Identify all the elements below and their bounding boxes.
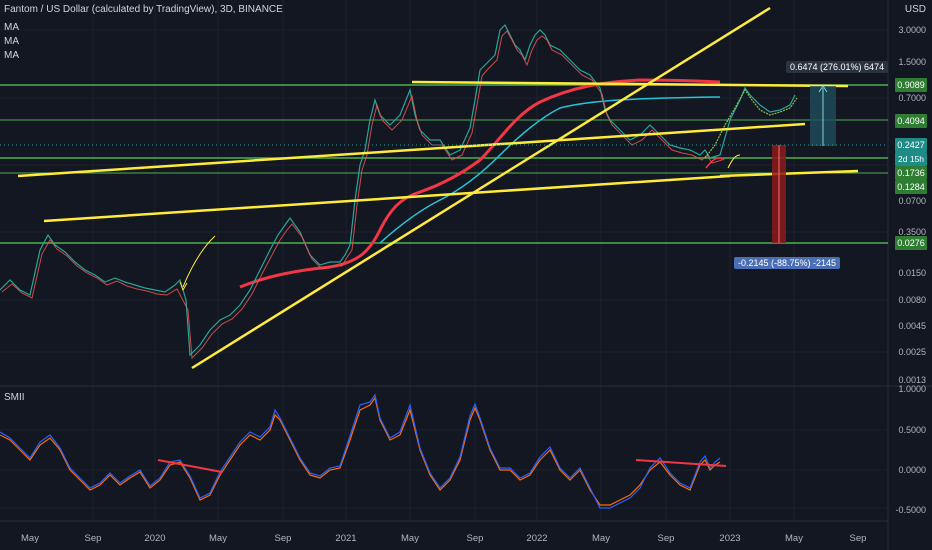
ma-teal-line [379, 96, 721, 244]
time-tick: May [592, 533, 610, 544]
time-tick: Sep [657, 533, 675, 544]
price-tick: 0.0025 [898, 347, 926, 357]
smii-tick: -0.5000 [895, 505, 926, 515]
trendline [43, 174, 731, 223]
price-badge: 0.2427 [895, 138, 927, 152]
price-badge: 0.0276 [895, 236, 927, 250]
currency-label: USD [904, 4, 926, 15]
smii-tick: 0.0000 [898, 465, 926, 475]
arrow-annotation [179, 281, 188, 292]
price-badge: 0.4094 [895, 114, 927, 128]
price-tick: 1.5000 [898, 57, 926, 67]
price-tick: 0.0013 [898, 375, 926, 385]
price-badge: 0.1284 [895, 180, 927, 194]
arrow-annotation [727, 154, 741, 169]
price-tick: 0.7000 [898, 93, 926, 103]
smii-tick: 0.5000 [898, 425, 926, 435]
price-badge: 0.9089 [895, 78, 927, 92]
time-tick: May [21, 533, 39, 544]
time-tick: 2021 [335, 533, 357, 544]
time-tick: May [785, 533, 803, 544]
trendline [17, 122, 806, 178]
smii-pane [0, 393, 888, 509]
time-tick: Sep [849, 533, 867, 544]
chart-title: Fantom / US Dollar (calculated by Tradin… [4, 4, 283, 15]
price-tick: 0.0700 [898, 196, 926, 206]
trendline [191, 6, 771, 370]
time-tick: May [401, 533, 419, 544]
horizontal-levels[interactable] [0, 84, 888, 244]
price-tick: 3.0000 [898, 25, 926, 35]
trendline [719, 169, 859, 178]
measure-down-label: -0.2145 (-88.75%) -2145 [734, 257, 841, 269]
time-tick: Sep [466, 533, 484, 544]
ma-red-line [239, 78, 721, 289]
ma-label[interactable]: MA [4, 50, 19, 61]
smii-divergence [635, 459, 727, 467]
time-tick: Sep [274, 533, 292, 544]
price-tick: 0.3500 [898, 227, 926, 237]
arrow-annotation [705, 157, 725, 169]
price-badge: 0.1736 [895, 166, 927, 180]
ma-label[interactable]: MA [4, 36, 19, 47]
smii-title[interactable]: SMII [4, 392, 25, 403]
arrow-annotation [182, 235, 216, 288]
trendline [411, 80, 849, 88]
price-tick: 0.0045 [898, 321, 926, 331]
price-tick: 0.0150 [898, 268, 926, 278]
time-tick: 2023 [719, 533, 741, 544]
time-tick: Sep [84, 533, 102, 544]
time-tick: 2022 [526, 533, 548, 544]
price-tick: 0.0080 [898, 295, 926, 305]
price-candles [0, 23, 798, 360]
smii-tick: 1.0000 [898, 384, 926, 394]
countdown-badge: 2d 15h [895, 152, 927, 166]
time-tick: May [209, 533, 227, 544]
trendlines[interactable] [17, 6, 859, 370]
ma-label[interactable]: MA [4, 22, 19, 33]
measure-up-label: 0.6474 (276.01%) 6474 [786, 61, 889, 73]
smii-divergence [157, 459, 223, 473]
time-tick: 2020 [144, 533, 166, 544]
